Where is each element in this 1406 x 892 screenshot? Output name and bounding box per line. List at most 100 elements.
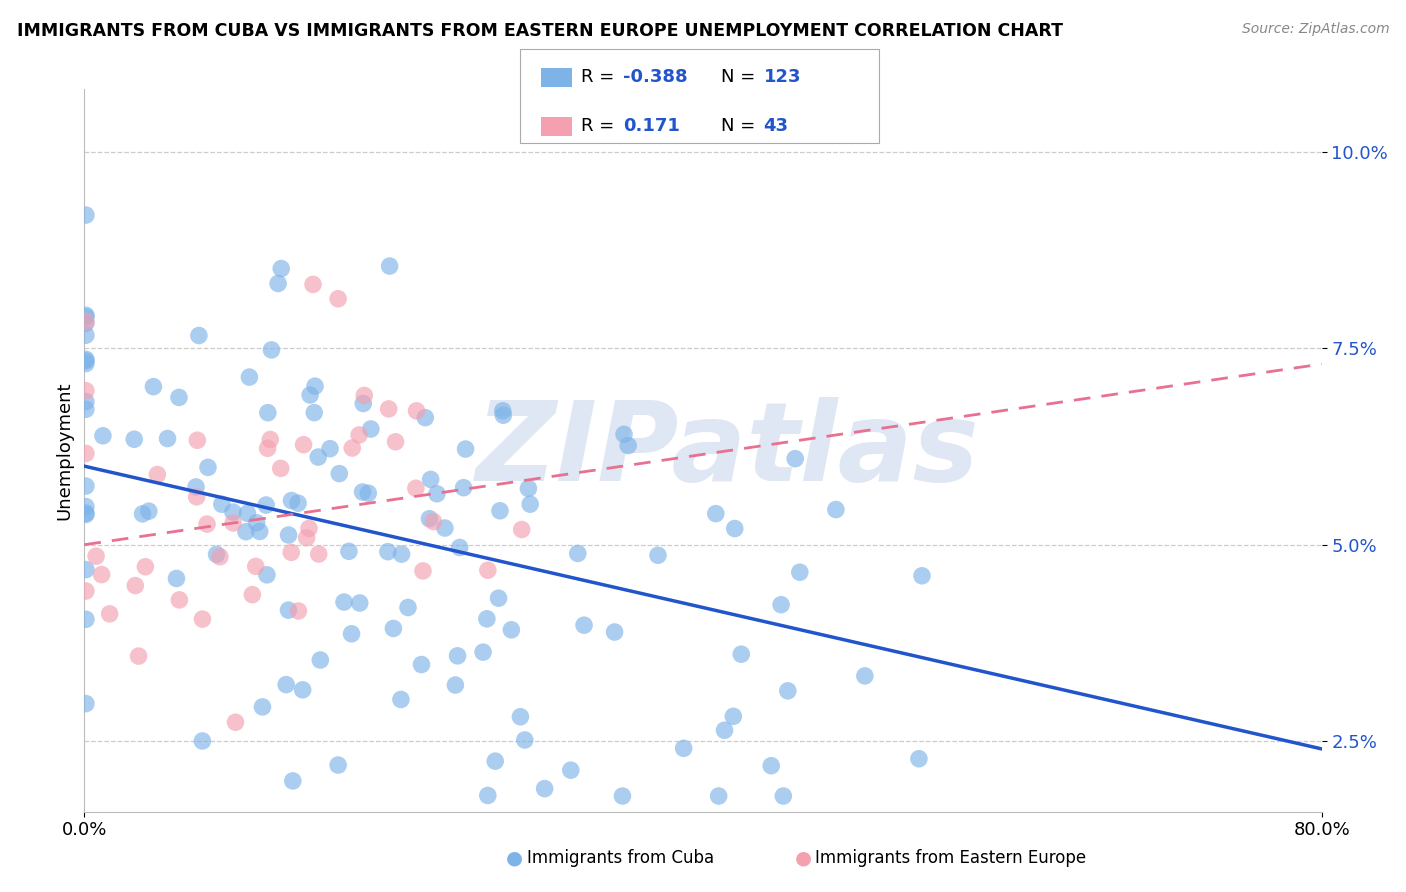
Text: R =: R =	[581, 68, 620, 86]
Point	[347, 428, 370, 442]
Point	[418, 512, 440, 526]
Text: ZIPatlas: ZIPatlas	[475, 397, 980, 504]
Point	[517, 482, 540, 496]
Point	[186, 434, 208, 448]
Point	[489, 504, 512, 518]
Point	[723, 709, 745, 723]
Point	[603, 625, 626, 640]
Point	[256, 442, 278, 456]
Point	[75, 479, 97, 493]
Point	[270, 261, 292, 276]
Point	[254, 498, 277, 512]
Text: R =: R =	[581, 117, 620, 135]
Point	[75, 506, 97, 520]
Point	[319, 442, 342, 456]
Point	[333, 595, 356, 609]
Point	[131, 507, 153, 521]
Point	[340, 627, 363, 641]
Point	[146, 467, 169, 482]
Point	[75, 697, 97, 711]
Point	[422, 515, 444, 529]
Point	[252, 699, 274, 714]
Point	[377, 544, 399, 558]
Point	[280, 493, 302, 508]
Point	[413, 410, 436, 425]
Text: N =: N =	[721, 68, 761, 86]
Point	[240, 588, 263, 602]
Point	[772, 789, 794, 803]
Point	[287, 604, 309, 618]
Point	[187, 328, 209, 343]
Text: Immigrants from Cuba: Immigrants from Cuba	[527, 849, 714, 867]
Point	[510, 523, 533, 537]
Point	[377, 401, 399, 416]
Point	[276, 677, 298, 691]
Point	[75, 384, 97, 398]
Point	[245, 559, 267, 574]
Point	[295, 531, 318, 545]
Point	[513, 733, 536, 747]
Text: Source: ZipAtlas.com: Source: ZipAtlas.com	[1241, 22, 1389, 37]
Point	[307, 450, 329, 464]
Point	[222, 505, 245, 519]
Text: ●: ●	[506, 848, 523, 868]
Point	[475, 612, 498, 626]
Point	[134, 559, 156, 574]
Point	[352, 396, 374, 410]
Point	[396, 600, 419, 615]
Point	[124, 578, 146, 592]
Point	[184, 480, 207, 494]
Point	[75, 328, 97, 343]
Point	[449, 541, 471, 555]
Point	[156, 432, 179, 446]
Point	[75, 402, 97, 417]
Point	[292, 438, 315, 452]
Point	[785, 451, 807, 466]
Point	[472, 645, 495, 659]
Point	[75, 563, 97, 577]
Point	[384, 434, 406, 449]
Point	[75, 310, 97, 324]
Point	[707, 789, 730, 803]
Point	[208, 549, 231, 564]
Point	[501, 623, 523, 637]
Point	[308, 547, 330, 561]
Point	[776, 683, 799, 698]
Point	[142, 379, 165, 393]
Text: 43: 43	[763, 117, 789, 135]
Point	[122, 432, 145, 446]
Point	[672, 741, 695, 756]
Point	[433, 521, 456, 535]
Text: ●: ●	[794, 848, 811, 868]
Point	[287, 496, 309, 510]
Point	[411, 657, 433, 672]
Point	[277, 528, 299, 542]
Point	[770, 598, 793, 612]
Point	[342, 441, 364, 455]
Point	[357, 486, 380, 500]
Point	[446, 648, 468, 663]
Point	[352, 485, 374, 500]
Point	[477, 563, 499, 577]
Point	[492, 404, 515, 418]
Point	[75, 316, 97, 330]
Point	[75, 315, 97, 329]
Point	[249, 524, 271, 539]
Point	[75, 612, 97, 626]
Point	[492, 409, 515, 423]
Point	[382, 622, 405, 636]
Point	[90, 567, 112, 582]
Point	[825, 502, 848, 516]
Point	[519, 497, 541, 511]
Point	[75, 354, 97, 368]
Point	[304, 379, 326, 393]
Point	[426, 487, 449, 501]
Point	[349, 596, 371, 610]
Point	[405, 404, 427, 418]
Point	[75, 394, 97, 409]
Point	[302, 277, 325, 292]
Point	[277, 603, 299, 617]
Point	[75, 584, 97, 599]
Point	[205, 548, 228, 562]
Point	[617, 438, 640, 452]
